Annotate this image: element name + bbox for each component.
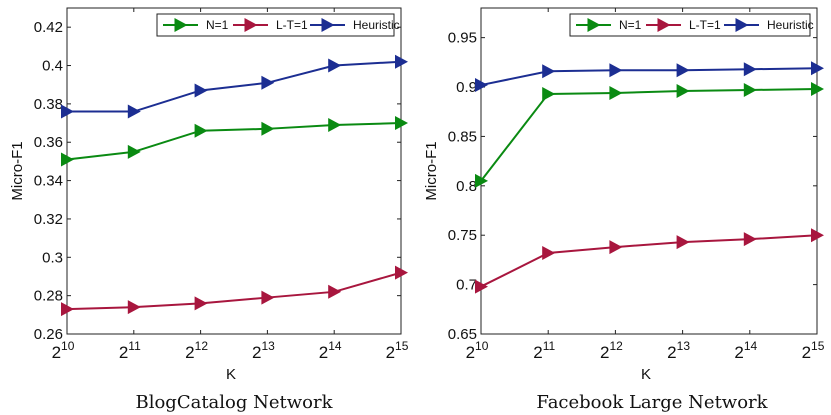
data-point [61, 152, 74, 167]
y-tick-label: 0.4 [42, 58, 63, 75]
data-point [676, 235, 690, 250]
x-tick-label: 212 [185, 339, 208, 362]
data-point [395, 116, 408, 131]
series-line-N=1 [66, 122, 402, 161]
series-line-N=1 [480, 88, 818, 182]
data-point [475, 279, 488, 294]
x-tick-label: 213 [667, 339, 690, 362]
legend-label: Heuristic [767, 18, 814, 32]
x-axis-label: K [641, 366, 651, 383]
legend-marker [587, 18, 601, 32]
data-point [743, 62, 757, 77]
y-tick-label: 0.95 [448, 30, 477, 47]
y-tick-label: 0.38 [34, 96, 63, 113]
data-point [261, 121, 275, 136]
data-point [542, 245, 556, 260]
y-tick-label: 0.28 [34, 288, 63, 305]
data-point [61, 104, 74, 119]
legend-box [156, 13, 395, 37]
y-tick-label: 0.34 [34, 173, 63, 190]
data-point [395, 54, 408, 69]
data-point [328, 284, 342, 299]
y-tick-label: 0.42 [34, 19, 63, 36]
x-axis-label: K [226, 366, 236, 383]
data-point [811, 82, 824, 97]
y-tick-label: 0.75 [448, 227, 477, 244]
y-tick-label: 0.9 [456, 79, 477, 96]
data-point [328, 58, 342, 73]
data-point [542, 64, 556, 79]
y-tick-label: 0.32 [34, 211, 63, 228]
legend-marker [657, 18, 671, 32]
x-tick-label: 213 [252, 339, 275, 362]
data-point [609, 63, 623, 78]
series-line-Heuristic [480, 67, 818, 87]
data-point [328, 117, 342, 132]
x-tick-label: 215 [386, 339, 409, 362]
data-point [194, 123, 208, 138]
x-tick-label: 214 [734, 339, 757, 362]
x-tick-label: 211 [119, 339, 141, 362]
y-tick-label: 0.36 [34, 134, 63, 151]
data-point [194, 83, 208, 98]
series-line-L-T=1 [480, 234, 818, 288]
data-point [475, 78, 488, 93]
legend-marker [321, 18, 335, 32]
y-tick-label: 0.26 [34, 326, 63, 343]
y-axis-label: Micro-F1 [423, 141, 440, 200]
plot-frame [480, 7, 818, 335]
chart-panel-1: 0.26 0.28 0.3 0.32 0.34 0.36 0.38 0.4 0.42 210 211… [9, 7, 409, 413]
data-point [811, 228, 824, 243]
y-tick-label: 0.3 [42, 249, 63, 266]
x-tick-label: 214 [319, 339, 342, 362]
data-point [475, 173, 488, 188]
chart-caption: BlogCatalog Network [135, 392, 333, 413]
x-tick-label: 212 [600, 339, 623, 362]
data-point [609, 240, 623, 255]
x-tick-label: 210 [466, 339, 489, 362]
y-tick-label: 0.85 [448, 128, 477, 145]
legend-marker [174, 18, 188, 32]
legend: N=1 L-T=1 Heuristic [156, 13, 400, 37]
legend-box [569, 13, 811, 37]
chart-panel-2: 0.65 0.7 0.75 0.8 0.85 0.9 0.95 210 211 212 213 214… [423, 7, 825, 413]
y-tick-label: 0.7 [456, 277, 477, 294]
data-point [127, 300, 141, 315]
chart-caption: Facebook Large Network [536, 392, 768, 413]
y-axis-label: Micro-F1 [9, 141, 26, 200]
legend-label: N=1 [206, 18, 229, 32]
plot-frame [66, 7, 402, 335]
data-point [61, 302, 74, 317]
data-point [194, 296, 208, 311]
data-point [676, 63, 690, 78]
data-point [395, 265, 408, 280]
x-tick-label: 215 [802, 339, 825, 362]
data-point [676, 83, 690, 98]
data-point [127, 144, 141, 159]
data-point [127, 104, 141, 119]
series-line-Heuristic [67, 60, 402, 113]
legend-label: Heuristic [353, 18, 400, 32]
x-tick-label: 210 [52, 339, 75, 362]
legend-label: L-T=1 [689, 18, 721, 32]
data-point [811, 61, 824, 76]
legend-label: N=1 [619, 18, 642, 32]
data-point [261, 290, 275, 305]
y-tick-label: 0.65 [448, 326, 477, 343]
series-line-L-T=1 [66, 271, 402, 311]
data-point [743, 232, 757, 247]
y-tick-label: 0.8 [456, 178, 477, 195]
x-tick-label: 211 [533, 339, 555, 362]
legend-marker [244, 18, 258, 32]
legend-marker [735, 18, 749, 32]
data-point [261, 75, 275, 90]
data-point [743, 82, 757, 97]
legend-label: L-T=1 [276, 18, 308, 32]
data-point [609, 85, 623, 100]
data-point [542, 86, 556, 101]
legend: N=1 L-T=1 Heuristic [569, 13, 814, 37]
